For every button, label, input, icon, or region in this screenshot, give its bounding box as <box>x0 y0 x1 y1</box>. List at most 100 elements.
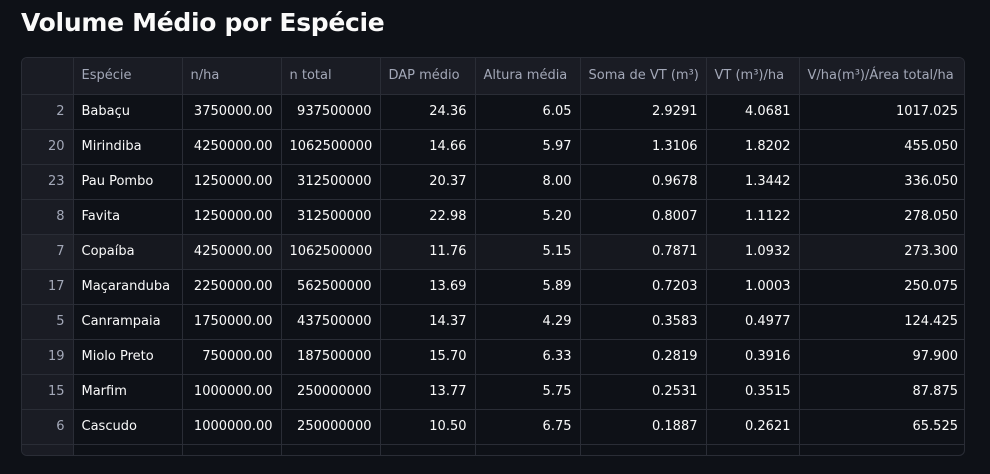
cell-soma-vt[interactable]: 0.3583 <box>580 304 707 340</box>
cell-v-ha-area[interactable]: 273.300 <box>799 234 964 270</box>
row-index[interactable]: 23 <box>22 164 74 200</box>
row-index[interactable]: 7 <box>22 234 74 270</box>
row-index[interactable]: 17 <box>22 269 74 305</box>
column-header-altura-media[interactable]: Altura média <box>475 58 581 95</box>
dataframe[interactable]: Espécie n/ha n total DAP médio Altura mé… <box>21 57 965 456</box>
cell-vt-ha[interactable]: 1.0932 <box>706 234 800 270</box>
cell-altura-media[interactable]: 6.05 <box>475 94 581 130</box>
column-header-index[interactable] <box>22 58 74 95</box>
cell-v-ha-area[interactable]: 65.525 <box>799 409 964 445</box>
cell-soma-vt[interactable]: 2.9291 <box>580 94 707 130</box>
column-header-vt-ha[interactable]: VT (m³)/ha <box>706 58 800 95</box>
cell-soma-vt[interactable]: 0.1887 <box>580 409 707 445</box>
cell-soma-vt[interactable]: 0.2819 <box>580 339 707 375</box>
cell-vt-ha[interactable]: 0.3515 <box>706 374 800 410</box>
column-header-v-ha-area[interactable]: V/ha(m³)/Área total/ha <box>799 58 964 95</box>
cell-n-ha[interactable]: 2250000.00 <box>182 269 282 305</box>
row-index[interactable]: 19 <box>22 339 74 375</box>
cell-especie[interactable]: Cascudo <box>73 409 183 445</box>
cell-altura-media[interactable]: 6.75 <box>475 409 581 445</box>
cell-n-total[interactable]: 937500000 <box>281 94 381 130</box>
cell-n-total[interactable]: 250000000 <box>281 409 381 445</box>
cell-vt-ha[interactable]: 0.3916 <box>706 339 800 375</box>
cell-v-ha-area[interactable]: 336.050 <box>799 164 964 200</box>
cell-vt-ha[interactable]: 0.4977 <box>706 304 800 340</box>
cell-v-ha-area[interactable]: 97.900 <box>799 339 964 375</box>
cell-soma-vt[interactable]: 0.7203 <box>580 269 707 305</box>
cell-n-total[interactable]: 437500000 <box>281 304 381 340</box>
column-header-n-ha[interactable]: n/ha <box>182 58 282 95</box>
cell-altura-media[interactable]: 6.33 <box>475 339 581 375</box>
cell-vt-ha[interactable]: 1.1122 <box>706 199 800 235</box>
cell-n-total[interactable]: 187500000 <box>281 339 381 375</box>
cell-altura-media[interactable]: 5.75 <box>475 374 581 410</box>
cell-especie[interactable]: Babaçu <box>73 94 183 130</box>
cell-n-ha[interactable]: 1250000.00 <box>182 164 282 200</box>
cell-n-ha[interactable]: 1250000.00 <box>182 199 282 235</box>
row-index[interactable]: 2 <box>22 94 74 130</box>
cell-especie[interactable]: Mirindiba <box>73 129 183 165</box>
cell-v-ha-area[interactable]: 455.050 <box>799 129 964 165</box>
cell-especie[interactable]: Pau Pombo <box>73 164 183 200</box>
cell-vt-ha[interactable]: 0.2621 <box>706 409 800 445</box>
cell-altura-media[interactable]: 5.20 <box>475 199 581 235</box>
row-index[interactable]: 6 <box>22 409 74 445</box>
cell-especie[interactable]: Copaíba <box>73 234 183 270</box>
cell-v-ha-area[interactable]: 1017.025 <box>799 94 964 130</box>
column-header-n-total[interactable]: n total <box>281 58 381 95</box>
cell-dap-medio[interactable]: 13.77 <box>380 374 476 410</box>
cell-n-total[interactable]: 1062500000 <box>281 129 381 165</box>
cell-n-total[interactable]: 312500000 <box>281 199 381 235</box>
cell-n-total[interactable]: 562500000 <box>281 269 381 305</box>
cell-especie[interactable]: Miolo Preto <box>73 339 183 375</box>
cell-n-ha[interactable]: 4250000.00 <box>182 234 282 270</box>
cell-soma-vt[interactable]: 1.3106 <box>580 129 707 165</box>
cell-n-ha[interactable]: 750000.00 <box>182 339 282 375</box>
cell-vt-ha[interactable]: 4.0681 <box>706 94 800 130</box>
cell-n-ha[interactable]: 1750000.00 <box>182 304 282 340</box>
cell-v-ha-area[interactable]: 250.075 <box>799 269 964 305</box>
cell-v-ha-area[interactable]: 87.875 <box>799 374 964 410</box>
cell-dap-medio[interactable]: 22.98 <box>380 199 476 235</box>
cell-dap-medio[interactable]: 24.36 <box>380 94 476 130</box>
cell-vt-ha[interactable]: 1.0003 <box>706 269 800 305</box>
cell-n-ha[interactable]: 4250000.00 <box>182 129 282 165</box>
cell-altura-media[interactable]: 4.29 <box>475 304 581 340</box>
cell-n-total[interactable]: 250000000 <box>281 374 381 410</box>
column-header-dap-medio[interactable]: DAP médio <box>380 58 476 95</box>
row-index[interactable]: 20 <box>22 129 74 165</box>
cell-altura-media[interactable]: 8.00 <box>475 164 581 200</box>
cell-n-total[interactable]: 312500000 <box>281 164 381 200</box>
cell-dap-medio[interactable]: 20.37 <box>380 164 476 200</box>
cell-n-ha[interactable]: 1000000.00 <box>182 374 282 410</box>
cell-n-total[interactable]: 1062500000 <box>281 234 381 270</box>
cell-soma-vt[interactable]: 0.2531 <box>580 374 707 410</box>
cell-especie[interactable]: Marfim <box>73 374 183 410</box>
cell-soma-vt[interactable]: 0.8007 <box>580 199 707 235</box>
cell-altura-media[interactable]: 5.97 <box>475 129 581 165</box>
cell-dap-medio[interactable]: 10.50 <box>380 409 476 445</box>
row-index[interactable]: 8 <box>22 199 74 235</box>
row-index[interactable]: 5 <box>22 304 74 340</box>
cell-v-ha-area[interactable]: 124.425 <box>799 304 964 340</box>
cell-vt-ha[interactable]: 1.8202 <box>706 129 800 165</box>
cell-soma-vt[interactable]: 0.9678 <box>580 164 707 200</box>
cell-soma-vt[interactable]: 0.7871 <box>580 234 707 270</box>
cell-especie[interactable]: Canrampaia <box>73 304 183 340</box>
row-index[interactable]: 15 <box>22 374 74 410</box>
cell-dap-medio[interactable]: 13.69 <box>380 269 476 305</box>
cell-especie[interactable]: Favita <box>73 199 183 235</box>
cell-altura-media[interactable]: 5.89 <box>475 269 581 305</box>
cell-dap-medio[interactable]: 14.37 <box>380 304 476 340</box>
cell-dap-medio[interactable]: 14.66 <box>380 129 476 165</box>
cell-vt-ha[interactable]: 1.3442 <box>706 164 800 200</box>
cell-especie[interactable]: Maçaranduba <box>73 269 183 305</box>
column-header-soma-vt[interactable]: Soma de VT (m³) <box>580 58 707 95</box>
cell-altura-media[interactable]: 5.15 <box>475 234 581 270</box>
cell-dap-medio[interactable]: 11.76 <box>380 234 476 270</box>
column-header-especie[interactable]: Espécie <box>73 58 183 95</box>
cell-v-ha-area[interactable]: 278.050 <box>799 199 964 235</box>
cell-dap-medio[interactable]: 15.70 <box>380 339 476 375</box>
cell-n-ha[interactable]: 3750000.00 <box>182 94 282 130</box>
cell-n-ha[interactable]: 1000000.00 <box>182 409 282 445</box>
